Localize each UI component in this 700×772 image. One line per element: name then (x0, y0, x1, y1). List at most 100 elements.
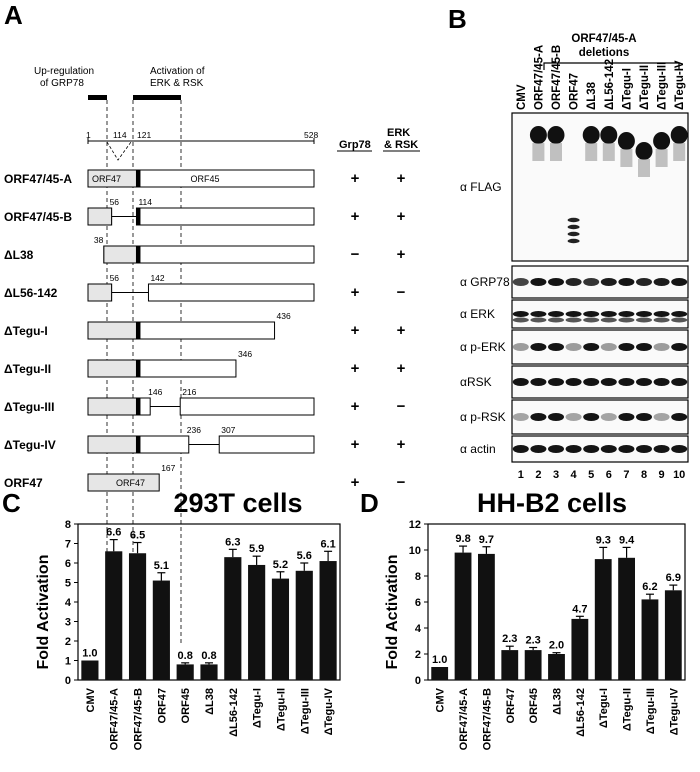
x-tick-label: ΔTegu-I (598, 688, 610, 728)
band-smear (532, 143, 545, 161)
position-label: 346 (238, 349, 252, 359)
band (618, 378, 635, 386)
y-tick-label: 4 (65, 597, 72, 609)
band (600, 126, 618, 144)
erk-rsk-result: + (397, 322, 406, 339)
construct-name: ΔL38 (4, 248, 34, 262)
chart-293t-title: 293T cells (173, 488, 302, 518)
band (600, 278, 617, 286)
scale-528: 528 (304, 130, 318, 140)
scale-1: 1 (86, 130, 91, 140)
bar (128, 553, 147, 680)
data-label: 6.1 (320, 538, 335, 550)
lane-header: ΔL56-142 (604, 59, 616, 110)
scale-121: 121 (137, 130, 151, 140)
data-label: 9.3 (596, 534, 611, 546)
data-label: 6.5 (130, 530, 145, 542)
lane-number: 6 (606, 469, 612, 481)
band (671, 413, 688, 421)
band (548, 311, 564, 317)
x-tick-label: ΔTegu-III (299, 688, 311, 734)
region-activation-label-2: ERK & RSK (150, 78, 204, 89)
blot-group-header: ORF47/45-A (571, 33, 636, 45)
x-tick-label: ORF47/45-A (458, 688, 470, 750)
erk-rsk-result: − (397, 474, 406, 491)
construct-name: ORF47/45-B (4, 210, 72, 224)
bar (431, 667, 449, 680)
chart-hhb2-ylabel: Fold Activation (384, 555, 401, 670)
construct-name: ΔL56-142 (4, 286, 58, 300)
y-tick-label: 8 (65, 519, 71, 531)
bar (548, 654, 565, 680)
band (512, 278, 529, 286)
orf47-box-label: ORF47 (116, 478, 145, 488)
erk-rsk-result: + (397, 360, 406, 377)
band (512, 413, 529, 421)
blot-group-header-2: deletions (579, 47, 629, 59)
scale-114: 114 (113, 130, 127, 140)
bar (152, 580, 170, 680)
x-tick-label: CMV (435, 687, 447, 712)
linker-block (136, 246, 141, 263)
y-tick-label: 8 (415, 571, 421, 583)
deletions-bracket (543, 62, 680, 70)
construct-name: ΔTegu-III (4, 400, 54, 414)
data-label: 4.7 (572, 603, 587, 615)
lane-header: ORF47 (569, 73, 581, 110)
band (583, 413, 600, 421)
blot-strip: α ERK (460, 299, 689, 329)
lane-number: 2 (535, 469, 541, 481)
band (530, 378, 547, 386)
antibody-label: αRSK (460, 375, 492, 389)
band (583, 343, 600, 351)
grp78-result: + (351, 474, 360, 491)
band (567, 224, 580, 230)
data-label: 1.0 (82, 648, 97, 660)
chart-hhb2: HH-B2 cells Fold Activation 0 2 4 6 8 10 12 1.0… (384, 488, 686, 750)
orf47-domain (87, 473, 160, 492)
construct-row: ΔTegu-II 346 + + (4, 349, 406, 378)
band (653, 317, 670, 323)
grp78-result: − (351, 246, 360, 263)
band-smear (602, 143, 615, 161)
band (529, 126, 547, 144)
chart-293t-ylabel: Fold Activation (35, 555, 52, 670)
band (617, 132, 635, 150)
data-label: 1.0 (432, 654, 447, 666)
band (512, 378, 529, 386)
band (671, 445, 688, 453)
orf47-box-label: ORF47 (92, 174, 121, 184)
orf47-domain (103, 245, 137, 264)
band (636, 278, 652, 286)
bar (176, 664, 194, 680)
band (565, 343, 582, 351)
band (512, 445, 529, 453)
erk-rsk-result: + (397, 436, 406, 453)
col-header-erk: ERK (387, 127, 410, 139)
linker-block (136, 398, 141, 415)
band (635, 142, 653, 160)
x-tick-label: ΔTegu-II (275, 688, 287, 731)
band (512, 343, 529, 351)
band (600, 413, 617, 421)
band (618, 343, 635, 351)
data-label: 5.1 (154, 560, 169, 572)
position-label: 56 (110, 273, 120, 283)
construct-row: ORF47/45-A ORF47 ORF45 + + (4, 169, 406, 188)
x-tick-label: ΔTegu-II (622, 688, 634, 731)
bar (105, 551, 123, 680)
x-tick-label: ΔL56-142 (228, 688, 240, 737)
bar (81, 660, 99, 680)
x-tick-label: ΔTegu-I (252, 688, 264, 728)
bar (248, 564, 266, 680)
blot-strip: α GRP78 (460, 265, 689, 299)
linker-block (136, 360, 141, 377)
band (530, 278, 547, 286)
construct-box (218, 435, 315, 454)
grp78-result: + (351, 208, 360, 225)
band (565, 311, 582, 317)
construct-name: ΔTegu-II (4, 362, 51, 376)
blot-strip: α p-ERK (460, 329, 689, 365)
band-smear (638, 159, 650, 177)
band (636, 343, 652, 351)
